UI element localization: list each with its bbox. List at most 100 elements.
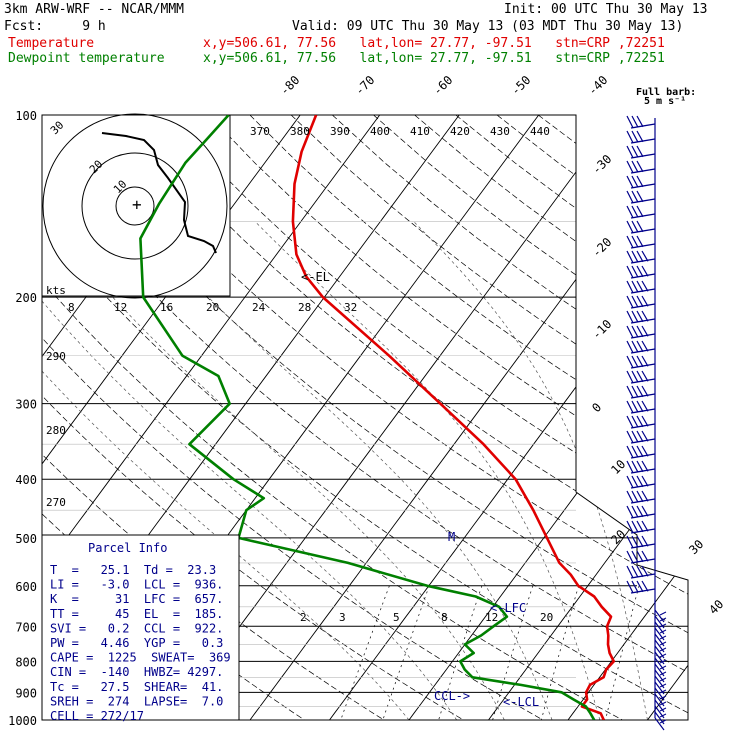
wind-barb — [626, 520, 656, 534]
mixing-ratio-top-label: 12 — [114, 301, 127, 314]
pressure-label: 500 — [15, 532, 37, 546]
isotherm-label: 0 — [589, 400, 604, 415]
parcel-info-box — [41, 534, 240, 721]
pressure-label: 400 — [15, 473, 37, 487]
isotherm-line — [727, 115, 740, 720]
mixing-ratio-label: 8 — [441, 611, 448, 624]
parcel-info-row: PW = 4.46 YGP = 0.3 — [50, 636, 223, 650]
isotherm-label: -80 — [277, 73, 302, 98]
mixing-ratio-top-label: 8 — [68, 301, 75, 314]
wind-barb — [626, 505, 656, 519]
isotherm-label: 10 — [608, 457, 628, 477]
mixing-ratio-top-label: 16 — [160, 301, 173, 314]
pressure-label: 900 — [15, 686, 37, 700]
isotherm-label: -50 — [508, 73, 533, 98]
hodograph-trace — [101, 132, 217, 254]
mixing-ratio-label: 3 — [339, 611, 346, 624]
dry-adiabat — [496, 115, 688, 720]
hodo-ring-30 — [42, 113, 228, 299]
isotherm-label: 20 — [608, 527, 628, 547]
theta-label: 430 — [490, 125, 510, 138]
isotherm-label: -30 — [589, 152, 614, 177]
wind-barb — [626, 445, 656, 459]
parcel-info-row: Tc = 27.5 SHEAR= 41. — [50, 680, 223, 694]
valid-time: Valid: 09 UTC Thu 30 May 13 (03 MDT Thu … — [292, 19, 684, 34]
isotherm-label: -10 — [589, 317, 614, 342]
parcel-info-row: CIN = -140 HWBZ= 4297. — [50, 665, 223, 679]
chart-frame — [41, 114, 689, 721]
parcel-info-row: CELL = 272/17 — [50, 709, 144, 723]
isotherm-line — [249, 115, 688, 720]
wind-barb — [626, 190, 656, 204]
wind-barb — [626, 550, 656, 564]
wind-barb — [626, 400, 656, 414]
wind-barb — [626, 475, 656, 489]
isotherm-label: 30 — [686, 537, 706, 557]
wind-barb — [626, 160, 656, 174]
el-annotation: <-EL — [301, 270, 330, 284]
theta-label: 390 — [330, 125, 350, 138]
lcl-annotation: <-LCL — [503, 695, 539, 709]
pressure-label: 700 — [15, 620, 37, 634]
theta-label: 410 — [410, 125, 430, 138]
pressure-label: 200 — [15, 291, 37, 305]
mixing-ratio-top-label: 28 — [298, 301, 311, 314]
wind-barb — [626, 250, 656, 264]
temperature-legend: Temperature — [8, 36, 95, 51]
wind-barb — [626, 415, 656, 429]
wind-barb — [626, 130, 656, 144]
ccl-annotation: CCL-> — [434, 689, 470, 703]
pressure-label: 600 — [15, 580, 37, 594]
theta-label: 370 — [250, 125, 270, 138]
parcel-info-title: Parcel Info — [88, 541, 167, 555]
barb-legend-title: Full barb: — [636, 87, 696, 98]
hodo-center: + — [132, 195, 142, 214]
wind-barb — [626, 460, 656, 474]
pressure-label: 100 — [15, 109, 37, 123]
lfc-annotation: <-LFC — [490, 601, 526, 615]
wind-barb — [626, 175, 656, 189]
dewpoint-legend: Dewpoint temperature — [8, 51, 165, 66]
wind-barb — [626, 295, 656, 309]
isotherm-label: -40 — [585, 73, 610, 98]
theta-label: 380 — [290, 125, 310, 138]
mean-wind-marker: M — [448, 530, 455, 544]
isotherm-line — [567, 115, 688, 720]
wind-barb — [654, 717, 667, 731]
temperature-location: x,y=506.61, 77.56 lat,lon= 27.77, -97.51… — [203, 36, 665, 51]
pressure-label: 800 — [15, 655, 37, 669]
wind-barb — [626, 580, 656, 594]
theta-label: 440 — [530, 125, 550, 138]
init-time: Init: 00 UTC Thu 30 May 13 — [504, 2, 708, 17]
pressure-label: 1000 — [8, 714, 37, 728]
model-name: 3km ARW-WRF -- NCAR/MMM — [4, 2, 185, 17]
mixing-ratio-label: 20 — [540, 611, 553, 624]
mixing-ratio-line — [340, 585, 390, 720]
forecast-hour: Fcst: 9 h — [4, 19, 106, 34]
dry-adiabat — [249, 115, 688, 720]
wind-barb — [626, 235, 656, 249]
mixing-ratio-top-label: 24 — [252, 301, 266, 314]
parcel-info-row: T = 25.1 Td = 23.3 — [50, 563, 216, 577]
wind-barb — [626, 565, 656, 579]
wind-barb — [626, 535, 656, 549]
mixing-ratio-label: 5 — [393, 611, 400, 624]
wind-barb — [626, 145, 656, 159]
dry-adiabat-label: 290 — [46, 350, 66, 363]
wind-barb — [626, 325, 656, 339]
mixing-ratio-label: 12 — [485, 611, 498, 624]
dewpoint-location: x,y=506.61, 77.56 lat,lon= 27.77, -97.51… — [203, 51, 665, 66]
isotherm-label: -20 — [589, 235, 614, 260]
dry-adiabat — [373, 115, 688, 720]
wind-barb — [626, 385, 656, 399]
dry-adiabat-label: 270 — [46, 496, 66, 509]
parcel-info-row: LI = -3.0 LCL = 936. — [50, 578, 223, 592]
wind-barb — [626, 355, 656, 369]
mixing-ratio-top-label: 20 — [206, 301, 219, 314]
hodo-ring-10 — [115, 186, 155, 226]
dry-adiabat-label: 280 — [46, 424, 66, 437]
wind-barb — [626, 220, 656, 234]
mixing-ratio-label: 2 — [300, 611, 307, 624]
dry-adiabat — [537, 115, 688, 720]
